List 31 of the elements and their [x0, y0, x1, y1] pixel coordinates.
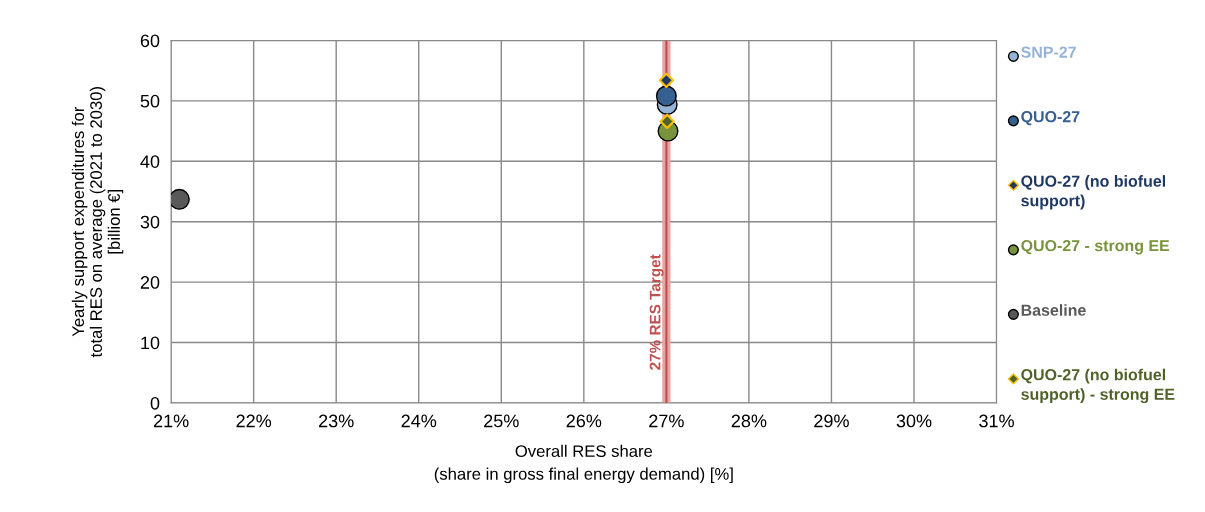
point: [655, 85, 677, 107]
x-tick-label: 25%: [484, 414, 519, 428]
legend-label: QUO-27 (no biofuel support) - strong EE: [1021, 368, 1175, 404]
x-tick-label: 21%: [153, 414, 189, 428]
x-tick-label: 22%: [236, 414, 272, 428]
x-tick-label: 30%: [896, 414, 932, 428]
x-tick-label: 23%: [319, 414, 354, 428]
x-tick-label: 31%: [979, 414, 1014, 428]
y-tick-label: 40: [140, 155, 160, 168]
legend-label: QUO-27 - strong EE: [1021, 239, 1170, 255]
legend-label: Baseline: [1021, 304, 1086, 316]
y-tick-label: 20: [140, 276, 160, 289]
x-tick-label: 27%: [649, 414, 684, 428]
y-tick-label: 30: [140, 215, 160, 229]
legend-label: QUO-27 (no biofuel support): [1021, 175, 1166, 210]
y-axis-title: Yearly support expenditures for total RES on average (2021 to 2030) [billion €]: [71, 86, 124, 358]
y-tick-label: 60: [140, 34, 160, 48]
x-tick-label: 24%: [401, 414, 437, 428]
x-tick-label: 29%: [814, 414, 849, 428]
legend-label: SNP-27: [1021, 46, 1076, 58]
point: [659, 113, 675, 130]
y-tick-label: 10: [141, 336, 160, 350]
y-tick-label: 50: [140, 94, 160, 108]
ref-line-label: 27% RES Target: [649, 254, 664, 370]
x-tick-label: 28%: [731, 414, 767, 428]
y-tick-label: 0: [150, 396, 160, 410]
x-axis-title: Overall RES share (share in gross final energy demand) [%]: [434, 444, 733, 484]
x-tick-label: 26%: [566, 414, 602, 428]
point: [658, 72, 674, 88]
point: [171, 188, 190, 210]
legend-label: QUO-27: [1021, 111, 1080, 126]
